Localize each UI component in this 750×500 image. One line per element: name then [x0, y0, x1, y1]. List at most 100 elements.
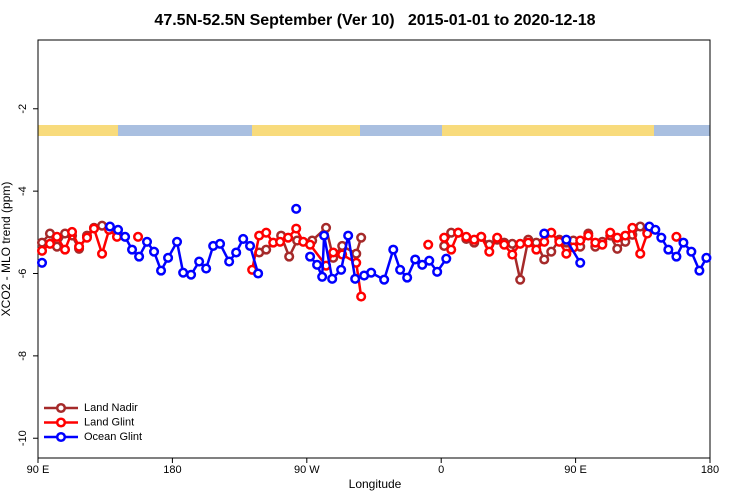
point	[453, 227, 464, 238]
point	[441, 253, 452, 264]
point	[476, 231, 487, 242]
point	[112, 224, 124, 235]
point	[171, 236, 183, 247]
y-tick-label: -6	[17, 269, 29, 279]
x-tick-label: 180	[163, 464, 181, 476]
point	[305, 239, 316, 250]
point	[305, 251, 316, 262]
y-tick-label: -8	[17, 351, 29, 361]
point	[356, 232, 367, 243]
point	[499, 239, 510, 250]
point	[51, 231, 63, 242]
point	[328, 247, 339, 258]
point	[402, 272, 413, 283]
point	[163, 252, 174, 263]
point	[253, 268, 264, 279]
point	[321, 222, 332, 233]
point	[507, 238, 518, 249]
point	[275, 236, 286, 247]
x-tick-label: 180	[701, 464, 719, 476]
x-tick-label: 90 E	[27, 464, 50, 476]
y-tick-label: -10	[17, 430, 29, 446]
series	[36, 203, 712, 285]
point	[561, 248, 572, 259]
point	[36, 237, 48, 248]
point	[546, 246, 557, 257]
point	[492, 232, 503, 243]
point	[417, 259, 428, 270]
point	[81, 232, 93, 243]
point	[88, 223, 100, 234]
map-strip	[38, 125, 710, 136]
point	[605, 227, 616, 238]
point	[343, 230, 354, 241]
point	[366, 267, 377, 278]
point	[388, 244, 399, 255]
point	[507, 249, 518, 260]
chart-title: 47.5N-52.5N September (Ver 10) 2015-01-0…	[154, 12, 595, 29]
point	[671, 251, 682, 262]
point	[635, 221, 646, 232]
point	[148, 246, 160, 257]
point	[104, 221, 116, 232]
legend-label: Land Nadir	[84, 402, 138, 414]
point	[539, 236, 550, 247]
point	[44, 238, 55, 249]
point	[663, 244, 674, 255]
point	[291, 203, 302, 214]
point	[432, 266, 443, 277]
point	[531, 244, 542, 255]
point	[671, 231, 682, 242]
point	[678, 237, 689, 248]
legend-marker	[55, 417, 67, 428]
legend-label: Ocean Glint	[84, 431, 142, 443]
point	[575, 235, 586, 246]
point	[439, 232, 450, 243]
point	[231, 247, 242, 258]
point	[356, 291, 367, 302]
point	[597, 239, 608, 250]
x-tick-label: 0	[438, 464, 444, 476]
land-band	[38, 125, 118, 136]
point	[201, 263, 212, 274]
land-band	[252, 125, 360, 136]
point	[446, 244, 457, 255]
legend-marker	[55, 431, 67, 443]
point	[245, 240, 256, 251]
y-tick-label: -4	[17, 186, 29, 196]
point	[424, 255, 435, 266]
series	[36, 222, 682, 302]
land-band	[442, 125, 654, 136]
point	[656, 232, 667, 243]
point	[66, 226, 78, 237]
point	[410, 254, 421, 265]
point	[284, 251, 295, 262]
point	[701, 252, 712, 263]
point	[612, 232, 623, 243]
point	[583, 230, 594, 241]
point	[194, 256, 205, 267]
point	[539, 254, 550, 265]
point	[694, 265, 705, 276]
point	[515, 238, 526, 249]
point	[350, 273, 361, 284]
x-tick-label: 90 E	[564, 464, 587, 476]
point	[627, 222, 638, 233]
point	[650, 224, 661, 235]
point	[283, 232, 294, 243]
point	[261, 227, 272, 238]
point	[141, 236, 153, 247]
ocean-band	[38, 125, 710, 136]
point	[186, 269, 197, 280]
point	[178, 267, 189, 278]
point	[575, 257, 586, 268]
y-tick-label: -2	[17, 104, 29, 114]
point	[461, 231, 472, 242]
point	[523, 237, 534, 248]
point	[120, 231, 131, 242]
point	[312, 259, 323, 270]
point	[327, 273, 338, 284]
point	[635, 248, 646, 259]
